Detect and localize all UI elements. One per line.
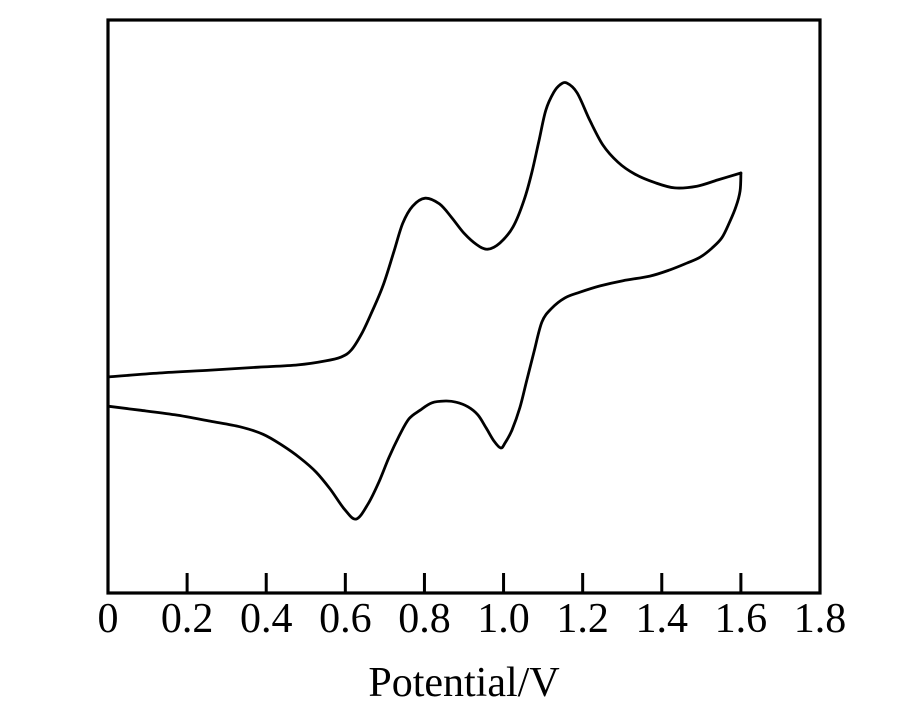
cv-curve-reverse xyxy=(106,171,743,521)
x-tick-label: 0.6 xyxy=(319,596,372,642)
x-tick-label: 0.8 xyxy=(398,596,451,642)
x-tick-label: 0.4 xyxy=(239,596,293,642)
x-tick-label: 0.2 xyxy=(160,596,214,642)
x-tick-label: 1.6 xyxy=(714,596,768,642)
cv-curve-forward xyxy=(106,81,743,379)
x-tick-label: 0 xyxy=(97,596,119,642)
cv-curves xyxy=(106,81,743,521)
plot-border xyxy=(106,18,822,595)
x-tick-label: 1.8 xyxy=(793,596,847,642)
x-axis-title: Potential/V xyxy=(368,660,560,706)
x-tick-label: 1.0 xyxy=(477,596,530,642)
x-tick-label: 1.4 xyxy=(635,596,689,642)
x-axis-ticks xyxy=(185,573,743,592)
x-tick-label: 1.2 xyxy=(556,596,609,642)
